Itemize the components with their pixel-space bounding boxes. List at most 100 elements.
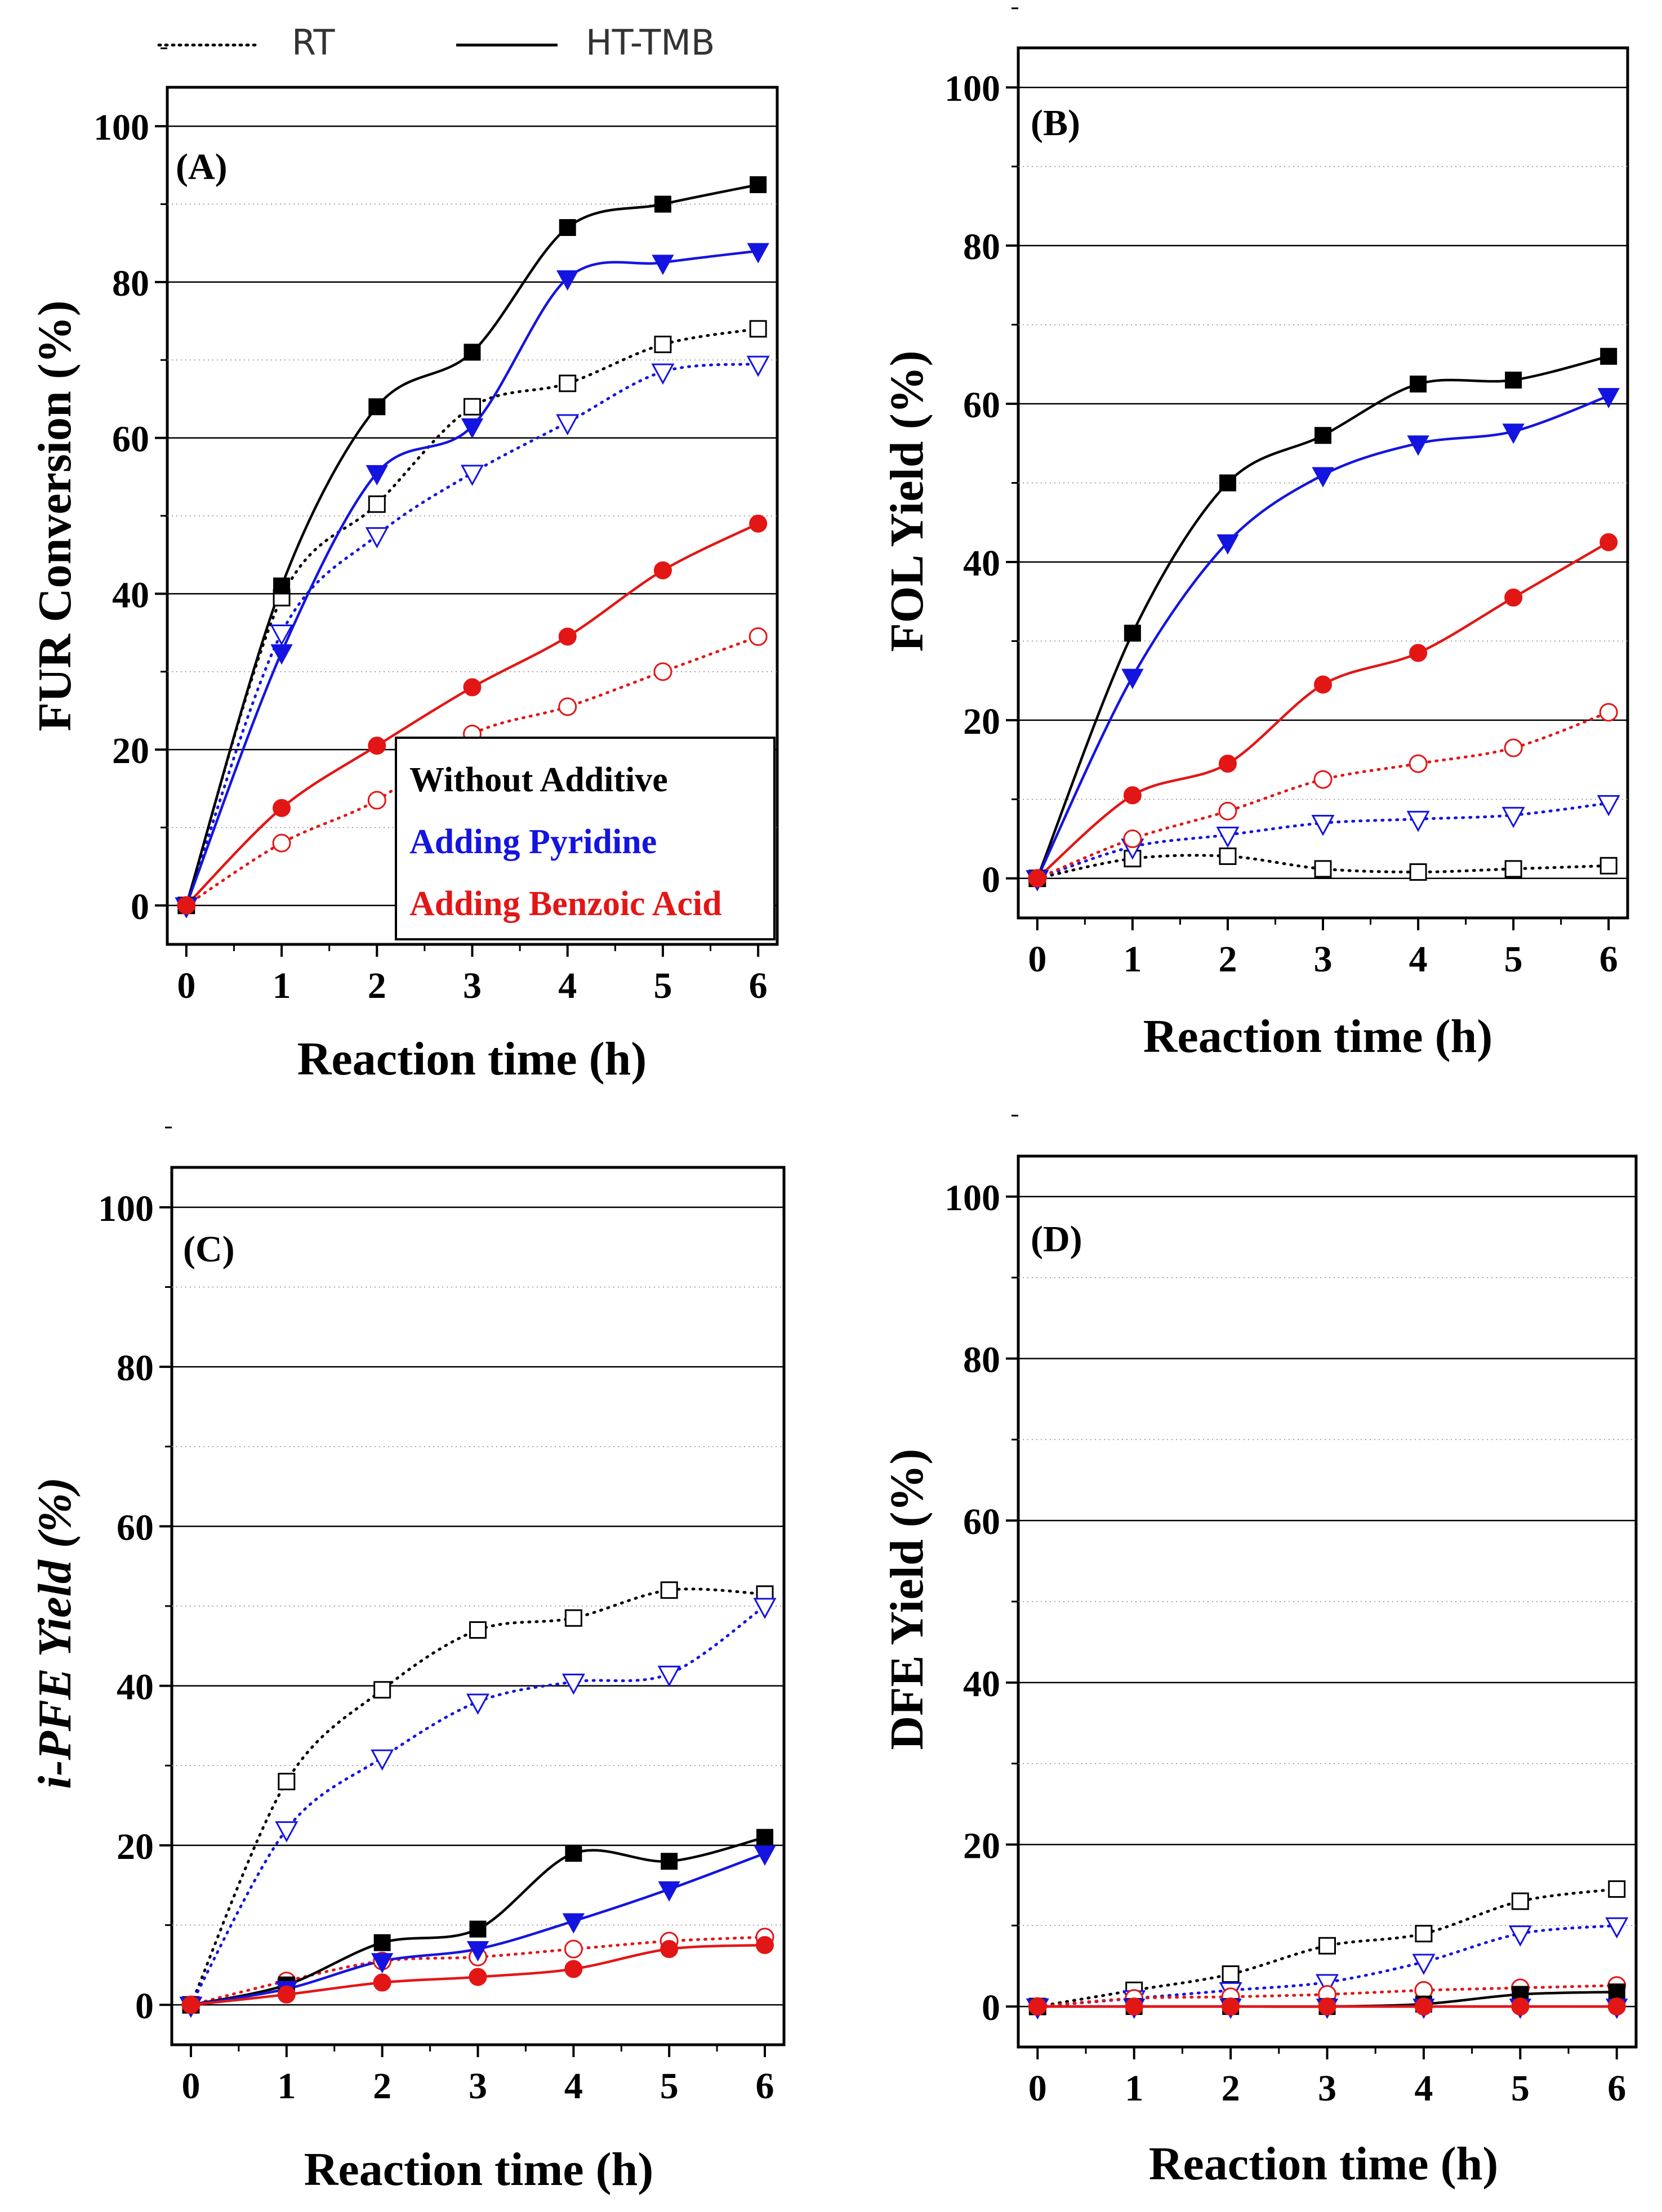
x-axis-label: Reaction time (h) <box>297 1033 647 1085</box>
data-point-adding-pyridine-ht-tmb-t5 <box>1502 423 1525 444</box>
legend-box <box>395 737 776 940</box>
data-point-without-additive-rt-t1 <box>278 1773 296 1791</box>
data-point-without-additive-rt-t6 <box>1599 857 1618 875</box>
data-point-without-additive-rt-t3 <box>464 398 481 416</box>
data-point-adding-benzoic-acid-ht-tmb-t5 <box>660 1940 679 1959</box>
x-tick-label: 1 <box>1123 939 1142 980</box>
data-point-without-additive-rt-t2 <box>1222 1965 1240 1983</box>
data-point-without-additive-ht-tmb-t6 <box>1608 1983 1625 2001</box>
x-axis-label: Reaction time (h) <box>1143 1010 1492 1063</box>
data-point-adding-pyridine-ht-tmb-t2 <box>371 1953 394 1974</box>
data-point-without-additive-ht-tmb-t5 <box>1505 371 1522 389</box>
data-point-adding-pyridine-ht-tmb-t3 <box>1312 467 1334 488</box>
data-point-without-additive-ht-tmb-t6 <box>756 1829 774 1846</box>
x-tick-label: 6 <box>1607 2068 1626 2109</box>
data-point-without-additive-rt-t4 <box>1409 863 1427 881</box>
y-tick-label: 20 <box>963 1825 1000 1866</box>
y-tick-label: 80 <box>117 1348 154 1389</box>
data-point-adding-benzoic-acid-rt-t3 <box>1313 770 1333 789</box>
x-tick-label: 2 <box>373 2066 391 2107</box>
y-tick-label: 100 <box>93 107 149 148</box>
data-point-adding-pyridine-rt-t5 <box>657 1665 681 1687</box>
x-tick-label: 0 <box>1028 2068 1047 2109</box>
y-tick-label: 60 <box>963 385 1000 426</box>
y-axis-label: FOL Yield (%) <box>881 350 933 652</box>
x-tick-label: 6 <box>1599 939 1618 980</box>
y-tick-label: 60 <box>117 1507 154 1548</box>
data-point-without-additive-rt-t3 <box>1318 1937 1336 1955</box>
legend-ht-label: HT-TMB <box>586 22 715 63</box>
data-point-adding-benzoic-acid-rt-t4 <box>558 697 577 716</box>
y-axis-label: i-PFE Yield (%) <box>29 1477 81 1789</box>
data-point-without-additive-ht-tmb-t2 <box>1219 474 1236 492</box>
data-point-adding-pyridine-ht-tmb-t5 <box>658 1881 680 1902</box>
data-point-adding-pyridine-rt-t4 <box>556 414 580 436</box>
data-point-adding-pyridine-ht-tmb-t1 <box>270 644 293 665</box>
x-tick-label: 2 <box>368 965 386 1006</box>
y-tick-label: 40 <box>112 574 149 616</box>
data-point-adding-benzoic-acid-rt-t2 <box>1218 801 1237 820</box>
data-point-without-additive-rt-t4 <box>559 374 577 393</box>
data-point-adding-pyridine-rt-t1 <box>275 1821 298 1843</box>
data-point-adding-benzoic-acid-ht-tmb-t1 <box>1123 786 1142 805</box>
series-markers <box>175 176 770 918</box>
series-markers <box>179 1581 777 2018</box>
data-point-adding-benzoic-acid-ht-tmb-t0 <box>1028 869 1046 888</box>
x-tick-label: 2 <box>1222 2068 1240 2109</box>
data-point-without-additive-ht-tmb-t4 <box>1410 375 1427 393</box>
data-point-adding-pyridine-rt-t6 <box>746 355 770 377</box>
data-point-adding-benzoic-acid-ht-tmb-t5 <box>1504 588 1523 607</box>
x-tick-label: 4 <box>564 2066 583 2107</box>
y-tick-label: 40 <box>117 1667 154 1708</box>
data-point-adding-benzoic-acid-ht-tmb-t2 <box>1222 1997 1240 2016</box>
data-point-without-additive-rt-t3 <box>1314 860 1332 878</box>
data-point-adding-pyridine-ht-tmb-t6 <box>754 1845 776 1866</box>
y-tick-label: 100 <box>98 1188 154 1229</box>
data-point-adding-pyridine-ht-tmb-t4 <box>562 1913 585 1934</box>
y-tick-label: 100 <box>944 68 1000 109</box>
y-tick-label: 40 <box>963 543 1000 584</box>
data-point-adding-benzoic-acid-rt-t1 <box>272 833 291 853</box>
gridlines <box>1018 86 1628 880</box>
y-axis-label: DFE Yield (%) <box>881 1448 933 1750</box>
data-point-adding-pyridine-ht-tmb-t2 <box>366 465 388 485</box>
y-tick-label: 60 <box>112 419 149 460</box>
data-point-adding-benzoic-acid-rt-t4 <box>564 1939 583 1959</box>
y-axis-ticks: 0 20 40 60 80 100 <box>98 1126 172 2027</box>
data-point-without-additive-rt-t5 <box>660 1581 678 1599</box>
x-tick-label: 5 <box>1504 939 1523 980</box>
data-point-adding-pyridine-rt-t6 <box>1605 1917 1629 1939</box>
gridlines <box>1018 1196 1636 2008</box>
y-tick-label: 0 <box>982 1987 1000 2028</box>
series-markers <box>1026 347 1620 891</box>
data-point-adding-benzoic-acid-ht-tmb-t0 <box>177 896 195 915</box>
y-tick-label: 20 <box>117 1826 154 1867</box>
data-point-adding-pyridine-ht-tmb-t3 <box>461 418 484 439</box>
gridlines <box>172 1206 784 2006</box>
data-point-adding-pyridine-rt-t1 <box>270 625 293 646</box>
data-point-adding-benzoic-acid-rt-t4 <box>1409 754 1428 773</box>
x-tick-label: 5 <box>660 2066 679 2107</box>
data-point-without-additive-rt-t2 <box>373 1681 391 1699</box>
data-point-without-additive-ht-tmb-t3 <box>1315 427 1331 444</box>
data-point-adding-pyridine-ht-tmb-t3 <box>466 1941 489 1962</box>
x-tick-label: 2 <box>1218 939 1237 980</box>
x-tick-label: 6 <box>749 965 768 1006</box>
x-tick-label: 1 <box>273 965 291 1006</box>
figure-legend: RT HT-TMB <box>157 22 715 63</box>
y-tick-label: 80 <box>963 1340 1000 1381</box>
data-point-adding-pyridine-rt-t2 <box>365 527 389 548</box>
data-point-without-additive-rt-t6 <box>1608 1880 1626 1898</box>
data-point-without-additive-ht-tmb-t1 <box>273 577 291 595</box>
y-tick-label: 0 <box>982 859 1000 900</box>
x-axis-label: Reaction time (h) <box>304 2143 653 2196</box>
x-axis-ticks: 0 1 2 3 4 5 6 <box>181 2045 774 2107</box>
data-point-adding-pyridine-rt-t3 <box>466 1693 490 1715</box>
data-point-without-additive-ht-tmb-t2 <box>373 1934 391 1951</box>
data-point-adding-benzoic-acid-ht-tmb-t5 <box>1511 1997 1530 2016</box>
data-point-adding-pyridine-rt-t5 <box>1501 806 1525 828</box>
x-axis-ticks: 0 1 2 3 4 5 6 <box>1028 2047 1626 2109</box>
y-axis-ticks: 0 20 40 60 80 100 <box>944 1114 1018 2028</box>
data-point-without-additive-ht-tmb-t6 <box>750 176 767 193</box>
data-point-adding-pyridine-ht-tmb-t4 <box>556 270 579 291</box>
